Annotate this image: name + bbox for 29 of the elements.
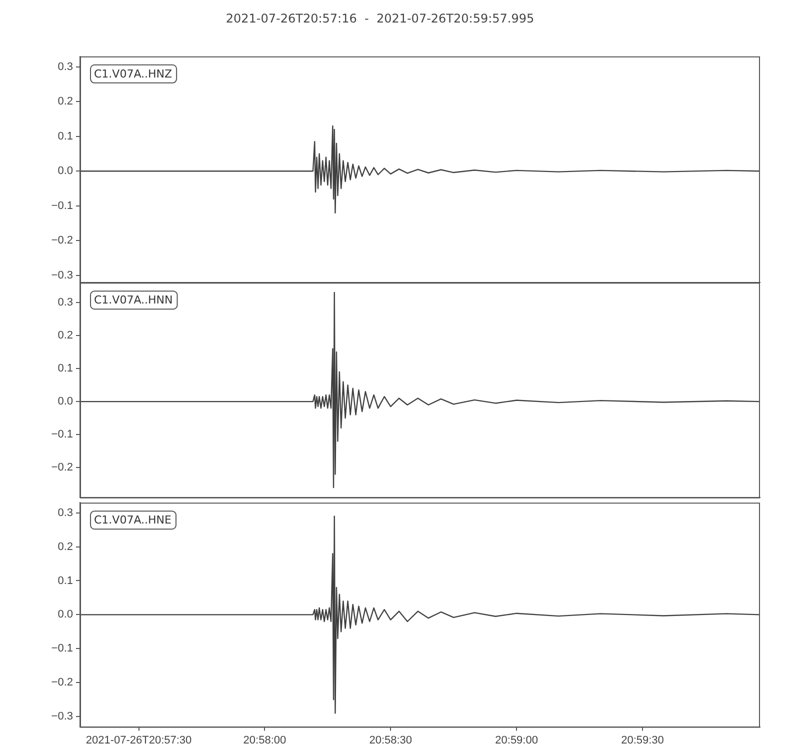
x-tick-label: 20:58:30 <box>369 734 412 746</box>
y-tick-label: −0.1 <box>51 642 73 655</box>
y-tick-label: 0.2 <box>58 96 73 108</box>
y-tick-label: −0.2 <box>51 462 73 474</box>
y-tick-label: 0.3 <box>58 506 73 519</box>
y-tick-label: 0.0 <box>58 608 73 621</box>
y-tick-label: 0.2 <box>58 330 73 342</box>
y-tick-label: −0.1 <box>51 200 73 212</box>
y-tick-label: 0.0 <box>58 165 73 178</box>
y-tick-label: −0.2 <box>51 676 73 689</box>
y-tick-label: −0.2 <box>51 234 73 247</box>
x-tick-label: 20:59:30 <box>621 734 664 746</box>
x-tick-label: 20:58:00 <box>243 734 286 746</box>
y-tick-label: 0.1 <box>58 574 73 587</box>
text: C1.V07A..HNZ <box>94 67 173 80</box>
y-tick-label: −0.1 <box>51 428 73 441</box>
x-tick-label: 2021-07-26T20:57:30 <box>86 734 192 746</box>
y-tick-label: −0.3 <box>51 269 73 282</box>
y-tick-label: 0.3 <box>58 60 73 73</box>
chart-title: 2021-07-26T20:57:16 - 2021-07-26T20:59:57.995 <box>226 11 534 26</box>
text: C1.V07A..HNE <box>94 513 172 526</box>
text: C1.V07A..HNN <box>94 293 173 306</box>
y-tick-label: 0.1 <box>58 130 73 142</box>
x-tick-label: 20:59:00 <box>495 734 538 746</box>
y-tick-label: −0.3 <box>51 710 73 723</box>
y-tick-label: 0.3 <box>58 296 73 308</box>
y-tick-label: 0.1 <box>58 362 73 375</box>
y-tick-label: 0.2 <box>58 540 73 553</box>
y-tick-label: 0.0 <box>58 396 73 408</box>
